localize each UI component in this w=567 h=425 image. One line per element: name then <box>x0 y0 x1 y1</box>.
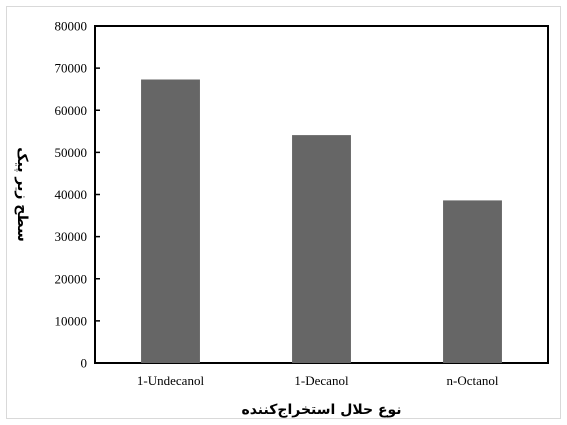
bar-n-octanol <box>443 200 502 363</box>
x-axis-title: نوع حلال استخراج‌کننده <box>241 402 401 418</box>
y-axis-title: سطح زیر پیک <box>14 147 30 242</box>
bars <box>141 79 502 363</box>
y-tick-label: 80000 <box>55 19 88 34</box>
bar-1-undecanol <box>141 79 200 363</box>
y-tick-label: 70000 <box>55 61 88 76</box>
y-tick-label: 50000 <box>55 145 88 160</box>
x-tick-label: 1-Decanol <box>294 373 349 388</box>
y-tick-label: 20000 <box>55 271 88 286</box>
y-tick-label: 30000 <box>55 229 88 244</box>
y-tick-label: 40000 <box>55 187 88 202</box>
x-axis: 1-Undecanol 1-Decanol n-Octanol <box>137 373 499 388</box>
x-tick-label: 1-Undecanol <box>137 373 205 388</box>
bar-1-decanol <box>292 135 351 363</box>
y-axis: 0 10000 20000 30000 40000 50000 60000 70000 8000… <box>55 19 100 371</box>
y-tick-label: 60000 <box>55 103 88 118</box>
y-tick-label: 0 <box>81 356 88 371</box>
y-tick-label: 10000 <box>55 313 88 328</box>
x-tick-label: n-Octanol <box>447 373 499 388</box>
